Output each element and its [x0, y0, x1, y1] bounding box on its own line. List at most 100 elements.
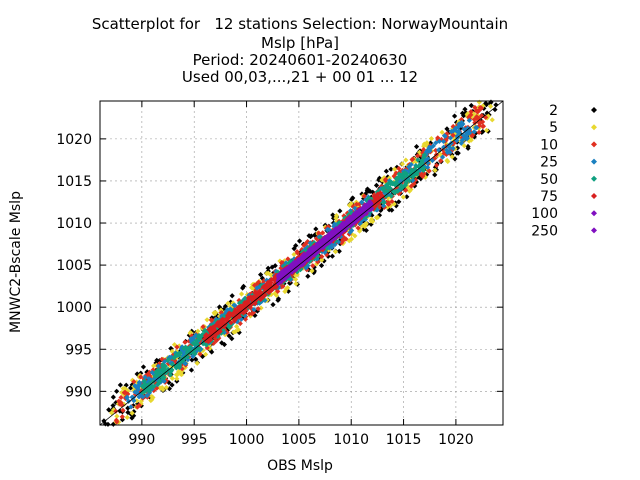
data-point — [251, 297, 257, 304]
y-tick-label: 990 — [65, 384, 92, 400]
data-point — [290, 268, 296, 274]
data-point — [163, 370, 169, 376]
data-point — [314, 246, 320, 252]
data-point — [405, 184, 411, 190]
data-point — [255, 292, 261, 298]
data-point — [456, 130, 462, 136]
data-point — [315, 253, 321, 259]
title-line-2: Mslp [hPa] — [261, 34, 339, 52]
data-point — [195, 334, 201, 340]
data-point — [242, 306, 248, 312]
data-point — [186, 338, 192, 344]
data-point — [134, 404, 141, 410]
data-point — [445, 158, 451, 165]
data-point — [364, 197, 371, 203]
data-point — [420, 147, 427, 153]
data-point — [421, 154, 427, 160]
data-point — [119, 417, 126, 423]
data-point — [191, 334, 197, 340]
data-point — [340, 222, 346, 228]
data-point — [433, 162, 440, 169]
legend-label: 50 — [540, 172, 558, 188]
data-point — [215, 319, 221, 326]
data-point — [361, 193, 367, 199]
data-point — [212, 311, 218, 317]
data-point — [172, 358, 178, 364]
legend-marker — [591, 227, 597, 234]
legend-label: 5 — [549, 120, 558, 136]
data-point — [229, 304, 235, 311]
data-point — [160, 370, 166, 377]
data-point — [251, 282, 258, 288]
data-point — [165, 361, 171, 367]
data-point — [439, 129, 445, 135]
data-point — [352, 205, 358, 212]
data-point — [292, 272, 298, 278]
data-point — [412, 177, 419, 183]
data-point — [372, 203, 379, 209]
data-point — [440, 138, 447, 145]
data-point — [311, 264, 317, 270]
data-point — [411, 181, 417, 187]
data-point — [373, 215, 380, 221]
data-point — [337, 228, 343, 234]
data-point — [296, 238, 303, 244]
data-point — [293, 276, 299, 282]
data-point — [151, 363, 157, 369]
data-point — [493, 102, 499, 108]
data-point — [307, 240, 313, 246]
data-point — [249, 311, 255, 317]
data-point — [114, 419, 120, 425]
data-point — [160, 361, 166, 368]
data-point — [425, 160, 431, 166]
data-point — [223, 316, 229, 322]
data-point — [461, 143, 467, 149]
data-point — [176, 364, 182, 370]
data-point — [273, 292, 280, 298]
data-point — [454, 150, 460, 156]
data-point — [219, 313, 225, 319]
data-point — [157, 378, 163, 384]
data-point — [235, 327, 242, 333]
data-point — [293, 281, 299, 287]
data-point — [404, 194, 410, 200]
data-point — [351, 215, 357, 221]
data-point — [149, 393, 155, 400]
data-point — [329, 253, 335, 259]
data-point — [427, 148, 433, 154]
data-point — [197, 336, 203, 342]
data-point — [229, 293, 235, 299]
data-point — [190, 340, 196, 346]
data-point — [361, 211, 368, 217]
data-point — [369, 216, 375, 222]
data-point — [145, 383, 151, 389]
data-point — [383, 168, 389, 174]
data-point — [439, 154, 446, 160]
data-point — [333, 238, 339, 244]
data-point — [181, 355, 187, 361]
data-point — [208, 317, 214, 323]
data-point — [450, 132, 456, 138]
data-point — [281, 263, 288, 269]
data-point — [176, 369, 182, 375]
data-point — [177, 350, 183, 356]
data-point — [348, 200, 354, 207]
data-point — [285, 256, 291, 262]
data-point — [157, 372, 163, 378]
data-point — [444, 126, 450, 132]
data-point — [313, 226, 319, 232]
data-point — [184, 345, 190, 351]
data-point — [458, 116, 465, 123]
data-point — [260, 284, 266, 290]
data-point — [147, 380, 153, 387]
x-axis-ticks: 990 995 1000 1005 1010 1015 1020 — [129, 101, 474, 448]
data-point — [268, 277, 275, 283]
data-point — [131, 413, 137, 419]
data-point — [161, 378, 167, 384]
data-point — [121, 401, 127, 407]
data-point — [299, 249, 305, 255]
data-point — [140, 364, 147, 370]
data-point — [102, 421, 109, 427]
data-point — [432, 167, 438, 173]
